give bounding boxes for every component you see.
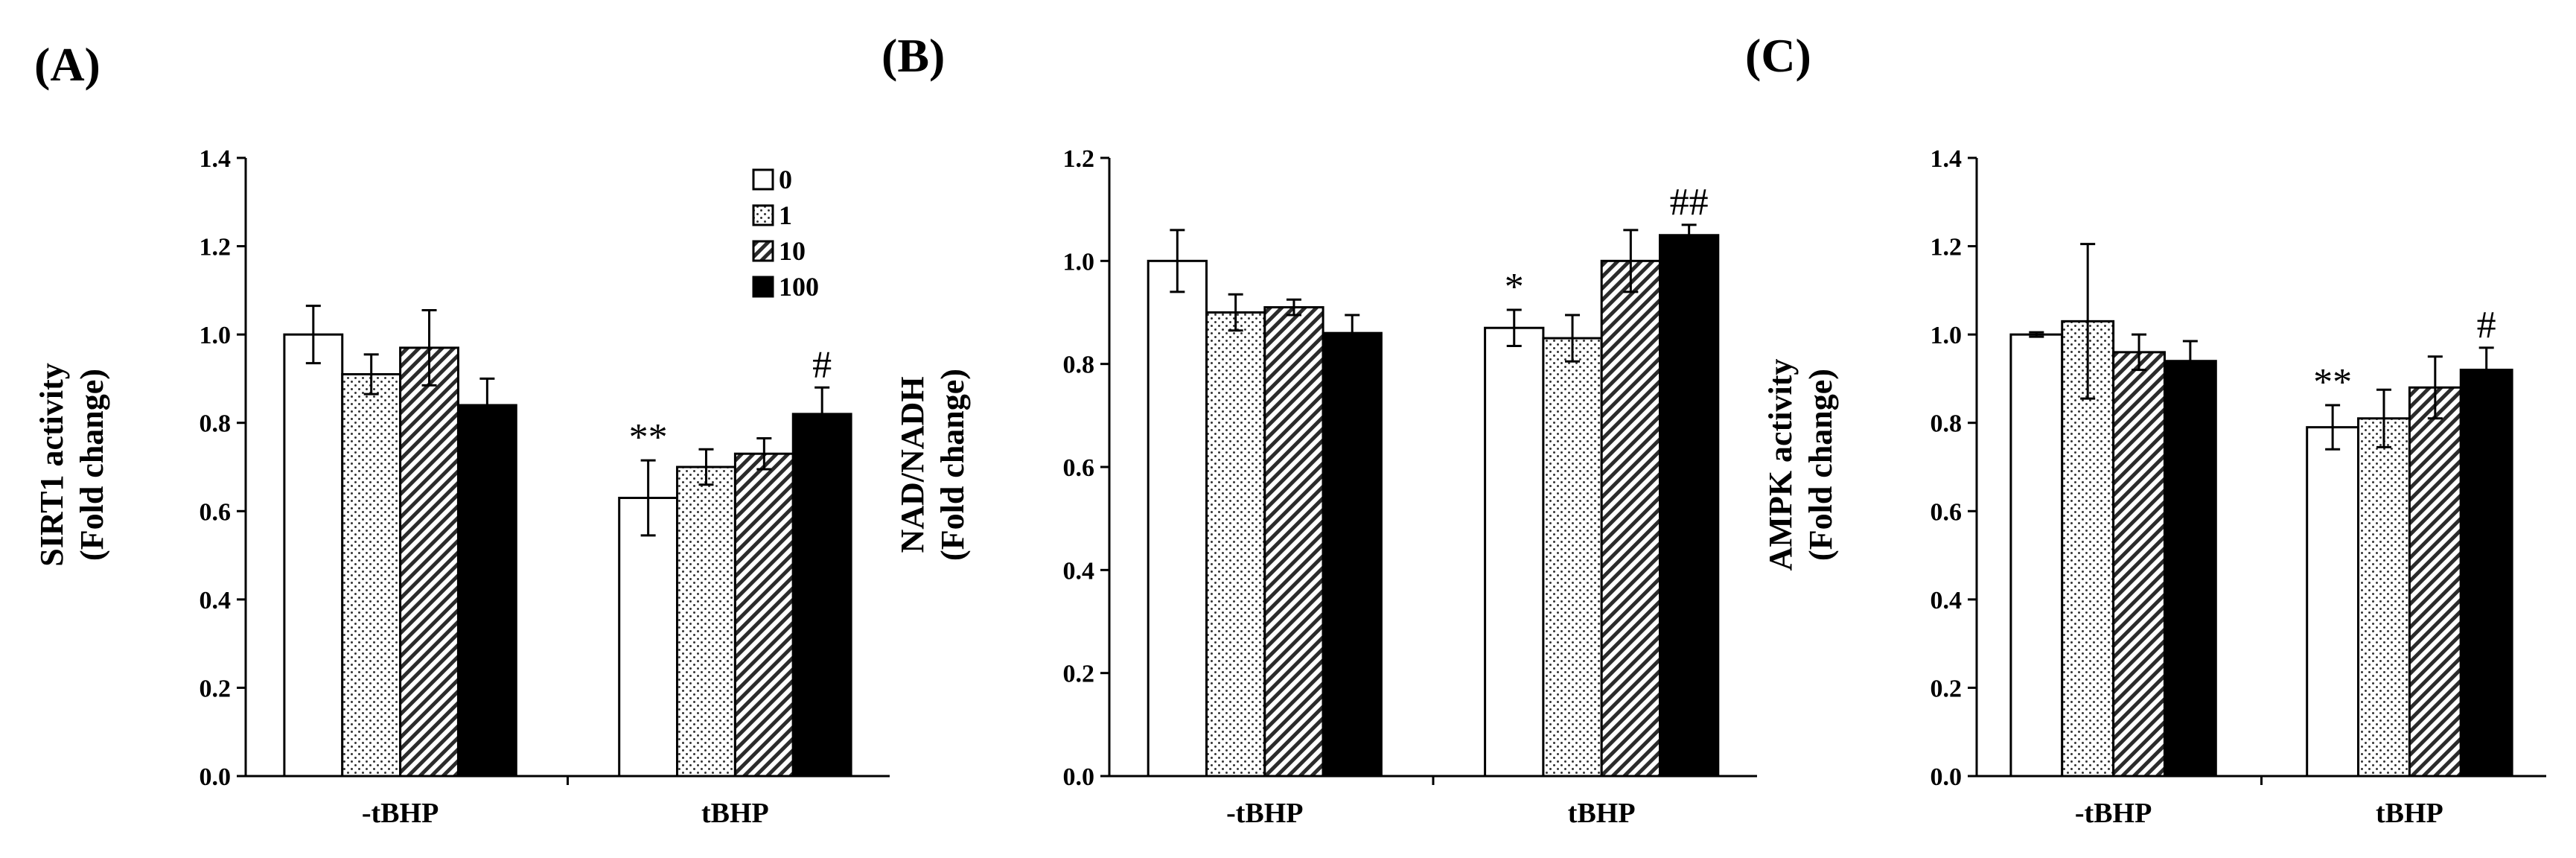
y-tick-label: 1.0 xyxy=(1063,248,1095,276)
y-tick-label: 1.2 xyxy=(1063,145,1095,173)
y-tick-label: 0.6 xyxy=(200,498,232,526)
bar-hatch xyxy=(399,346,459,778)
bar-black xyxy=(1659,234,1720,778)
bar-black xyxy=(1322,331,1383,778)
panel-b: (B) NAD/NADH (Fold change) 0.00.20.40.60… xyxy=(881,29,1757,829)
y-tick-label: 0.8 xyxy=(1931,410,1963,438)
bar-black xyxy=(791,413,852,778)
legend: 0 1 10 100 xyxy=(752,165,819,302)
y-tick-label: 0.8 xyxy=(200,410,232,438)
bar-white xyxy=(1147,259,1208,778)
y-axis-subtitle-b: (Fold change) xyxy=(934,369,971,561)
bar-dots xyxy=(341,373,402,778)
panel-c: (C) AMPK activity (Fold change) 0.00.20.… xyxy=(1745,29,2546,829)
legend-swatch-2 xyxy=(752,240,774,262)
x-category-label: tBHP xyxy=(2376,798,2443,829)
bar-white xyxy=(1484,326,1545,778)
y-tick-label: 1.0 xyxy=(200,322,232,349)
panel-label-b: (B) xyxy=(881,29,945,82)
x-category-label: -tBHP xyxy=(362,798,439,829)
significance-marker: # xyxy=(812,343,832,386)
significance-marker: ## xyxy=(1670,181,1709,223)
bar-dots xyxy=(2357,417,2411,778)
bar-dots xyxy=(676,465,736,778)
legend-label-2: 10 xyxy=(779,236,806,266)
plot-area-c: 0.0 0.2 0.4 0.6 0.8 1.0 1.2 1.4 -tBHP tBHP ** # xyxy=(1931,145,2546,829)
panel-label-a: (A) xyxy=(34,38,101,91)
y-tick-label: 0.4 xyxy=(1931,587,1963,614)
bar-white xyxy=(2009,333,2064,778)
bar-black xyxy=(2459,369,2513,778)
y-axis-title-b: NAD/NADH xyxy=(894,376,931,553)
y-tick-label: 0.0 xyxy=(1063,763,1095,791)
bar-hatch xyxy=(1263,306,1324,778)
significance-marker: # xyxy=(2477,304,2496,346)
plot-area-b: 0.0 0.2 0.4 0.6 0.8 1.0 1.2 -tBHP tBHP * ## xyxy=(1063,145,1757,829)
y-tick-label: 0.2 xyxy=(1931,675,1963,702)
y-tick-label: 0.6 xyxy=(1063,454,1095,482)
legend-label-3: 100 xyxy=(779,272,819,302)
bar-dots xyxy=(1542,337,1603,778)
legend-swatch-0 xyxy=(752,168,774,191)
y-tick-label: 0.2 xyxy=(200,675,232,702)
y-tick-label: 0.2 xyxy=(1063,661,1095,688)
y-tick-label: 0.4 xyxy=(200,587,232,614)
y-tick-label: 0.0 xyxy=(200,763,232,791)
y-axis-title-c: AMPK activity xyxy=(1762,359,1799,571)
legend-label-1: 1 xyxy=(779,200,792,230)
y-tick-label: 1.4 xyxy=(200,145,232,173)
bar-hatch xyxy=(2408,386,2462,778)
x-category-label: tBHP xyxy=(1568,798,1636,829)
x-category-label: tBHP xyxy=(701,798,769,829)
y-axis-subtitle-a: (Fold change) xyxy=(74,369,110,561)
y-tick-label: 0.4 xyxy=(1063,557,1095,585)
y-tick-label: 1.2 xyxy=(1931,234,1963,261)
bar-white xyxy=(618,497,679,778)
significance-marker: * xyxy=(1505,266,1524,308)
y-tick-label: 0.8 xyxy=(1063,352,1095,379)
panel-label-c: (C) xyxy=(1745,29,1811,82)
legend-swatch-3 xyxy=(752,276,774,298)
legend-label-0: 0 xyxy=(779,165,792,194)
bar-dots xyxy=(1205,311,1266,778)
y-tick-label: 1.2 xyxy=(200,234,232,261)
significance-marker: ** xyxy=(629,416,668,459)
y-axis-title-a: SIRT1 activity xyxy=(34,363,70,566)
bar-black xyxy=(456,404,517,778)
y-axis-subtitle-c: (Fold change) xyxy=(1802,369,1839,561)
panel-a: (A) SIRT1 activity (Fold change) 0.00.20… xyxy=(34,38,890,829)
significance-marker: ** xyxy=(2313,361,2352,404)
bar-hatch xyxy=(733,452,794,778)
bar-black xyxy=(2163,360,2217,778)
legend-swatch-1 xyxy=(752,204,774,226)
y-tick-label: 1.0 xyxy=(1931,322,1963,349)
bar-hatch xyxy=(2112,351,2166,778)
y-tick-label: 0.6 xyxy=(1931,498,1963,526)
y-tick-label: 1.4 xyxy=(1931,145,1963,173)
bar-white xyxy=(2306,426,2360,778)
x-category-label: -tBHP xyxy=(1226,798,1303,829)
y-tick-label: 0.0 xyxy=(1931,763,1963,791)
bar-white xyxy=(283,333,344,778)
plot-area-a: 0.0 0.2 0.4 0.6 0.8 1.0 1.2 1.4 -tBHP tBHP ** # xyxy=(200,145,890,829)
bar-hatch xyxy=(1600,259,1661,778)
x-category-label: -tBHP xyxy=(2075,798,2152,829)
